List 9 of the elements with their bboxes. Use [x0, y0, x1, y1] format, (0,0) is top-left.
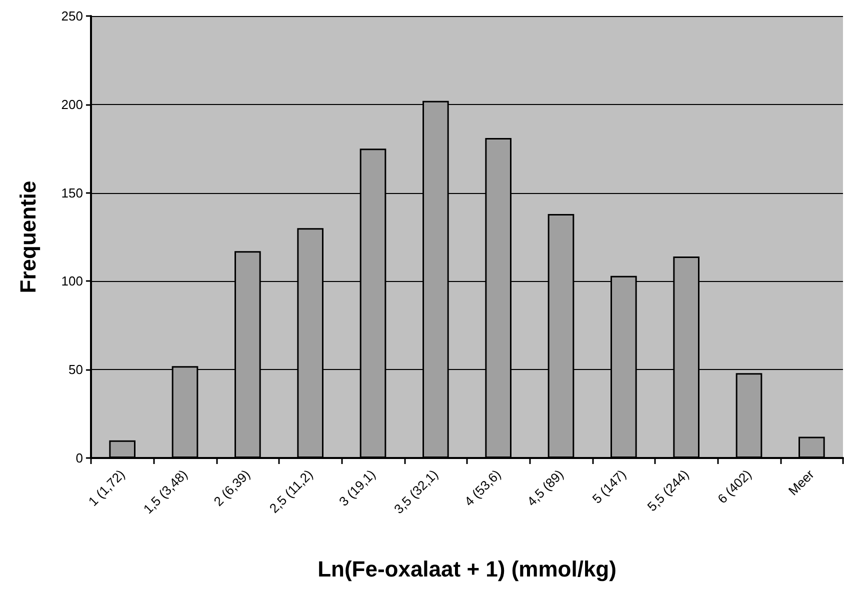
y-axis-title: Frequentie — [16, 180, 40, 294]
y-tick-label: 150 — [61, 185, 83, 200]
y-tick-label: 100 — [61, 274, 83, 289]
y-tick-label: 200 — [61, 96, 83, 112]
x-axis-title: Ln(Fe-oxalaat + 1) (mmol/kg) — [318, 556, 616, 582]
x-tick-label: 4,5 (89) — [524, 466, 566, 509]
y-tick-label: 50 — [68, 362, 83, 378]
y-tick-label: 0 — [76, 450, 83, 466]
y-tick-label: 250 — [61, 8, 83, 24]
